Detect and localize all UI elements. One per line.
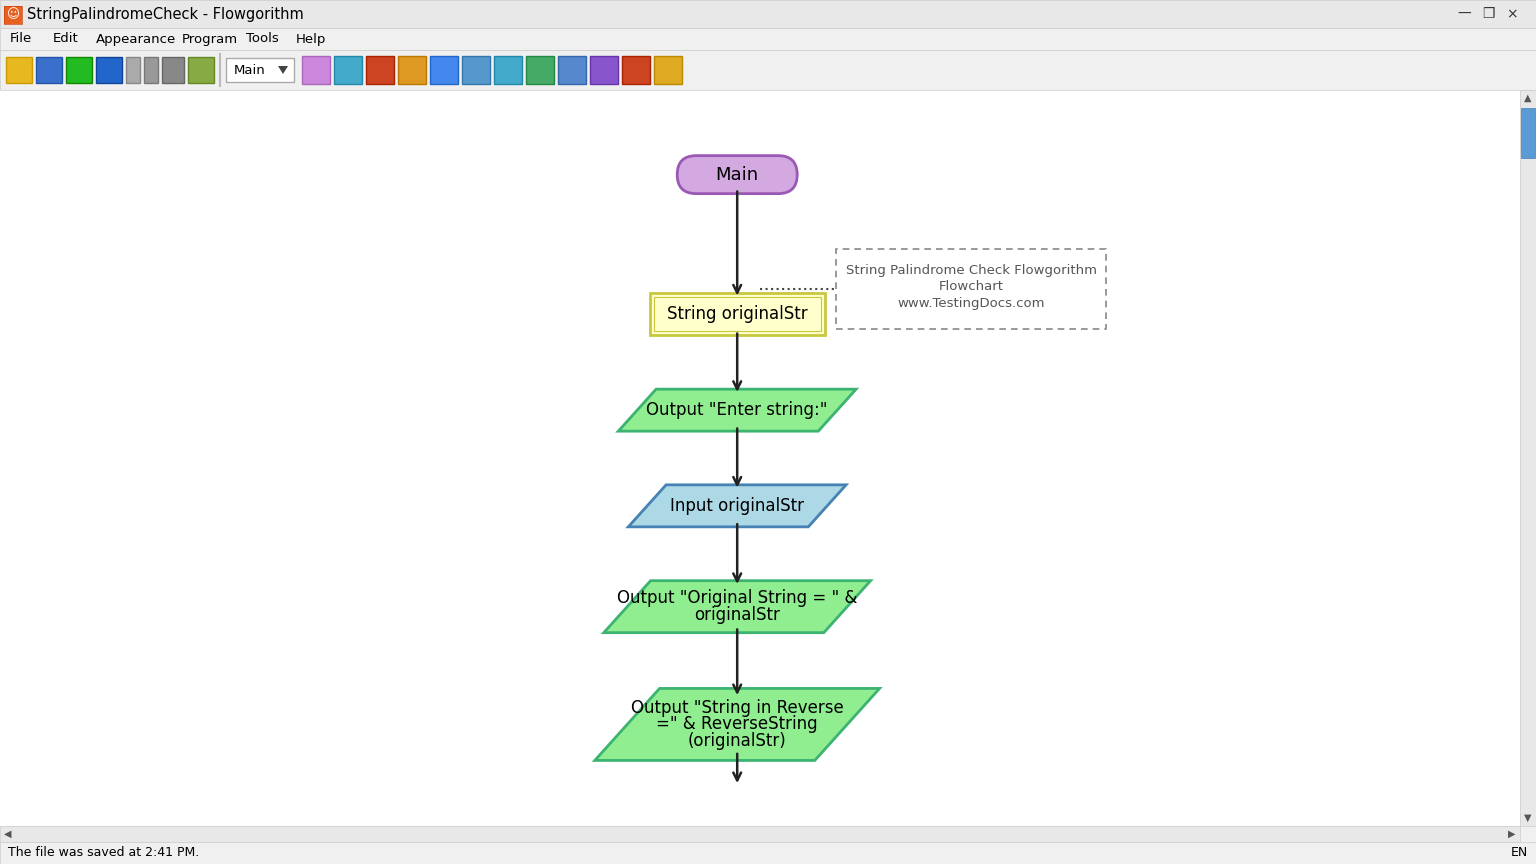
Bar (126, 57, 140, 83)
Polygon shape (604, 581, 871, 632)
Bar (5, 6, 22, 24)
Bar (226, 58, 293, 82)
Text: ▶: ▶ (1508, 829, 1516, 839)
Bar (5, 6, 22, 24)
FancyBboxPatch shape (677, 156, 797, 194)
Text: ❒: ❒ (1482, 7, 1495, 21)
Bar (654, 297, 820, 332)
Bar (0, 50, 1536, 90)
Bar (66, 57, 92, 83)
Text: —: — (1458, 7, 1471, 21)
Bar (35, 57, 61, 83)
Text: File: File (11, 33, 32, 46)
Bar (525, 56, 554, 84)
Text: Output "Original String = " &: Output "Original String = " & (617, 589, 857, 607)
Bar (398, 56, 425, 84)
Bar (6, 57, 32, 83)
Text: The file was saved at 2:41 PM.: The file was saved at 2:41 PM. (8, 847, 200, 860)
Bar (590, 56, 617, 84)
Bar (333, 56, 362, 84)
Text: ☺: ☺ (6, 9, 20, 22)
Text: String originalStr: String originalStr (667, 306, 808, 323)
Bar (144, 57, 158, 83)
Text: (originalStr): (originalStr) (688, 732, 786, 750)
Bar (303, 56, 330, 84)
Text: String Palindrome Check Flowgorithm: String Palindrome Check Flowgorithm (845, 264, 1097, 277)
Bar (1521, 108, 1534, 158)
Text: www.TestingDocs.com: www.TestingDocs.com (897, 297, 1044, 310)
Bar (187, 57, 214, 83)
Text: Input originalStr: Input originalStr (670, 497, 805, 515)
Bar (836, 249, 1106, 328)
Text: originalStr: originalStr (694, 606, 780, 624)
Bar (0, 28, 1536, 50)
Bar (462, 56, 490, 84)
Text: ×: × (1507, 7, 1518, 21)
Bar (95, 57, 121, 83)
Bar (495, 56, 522, 84)
Polygon shape (594, 689, 880, 760)
Text: EN: EN (1511, 847, 1528, 860)
Text: Help: Help (296, 33, 326, 46)
Text: Flowchart: Flowchart (938, 280, 1003, 293)
Bar (650, 294, 825, 335)
Bar (0, 842, 1536, 864)
Bar (366, 56, 395, 84)
Bar (161, 57, 184, 83)
Text: ▲: ▲ (1524, 93, 1531, 103)
Bar (654, 56, 682, 84)
Bar (622, 56, 650, 84)
Polygon shape (628, 485, 846, 527)
Bar (0, 90, 1521, 826)
Text: ▼: ▼ (1524, 813, 1531, 823)
Polygon shape (278, 66, 289, 74)
Text: ◀: ◀ (5, 829, 12, 839)
Bar (1521, 90, 1536, 826)
Text: Tools: Tools (246, 33, 278, 46)
Text: Main: Main (233, 63, 266, 77)
Bar (558, 56, 587, 84)
Polygon shape (619, 389, 856, 431)
Text: Program: Program (181, 33, 238, 46)
Text: StringPalindromeCheck - Flowgorithm: StringPalindromeCheck - Flowgorithm (28, 7, 304, 22)
Text: Edit: Edit (52, 33, 78, 46)
Bar (0, 0, 1536, 28)
Bar (430, 56, 458, 84)
Text: =" & ReverseString: =" & ReverseString (656, 715, 819, 734)
Text: Appearance: Appearance (95, 33, 175, 46)
Text: Output "String in Reverse: Output "String in Reverse (631, 699, 843, 716)
Text: Output "Enter string:": Output "Enter string:" (647, 401, 828, 419)
Text: Main: Main (716, 166, 759, 184)
Bar (0, 826, 1521, 842)
